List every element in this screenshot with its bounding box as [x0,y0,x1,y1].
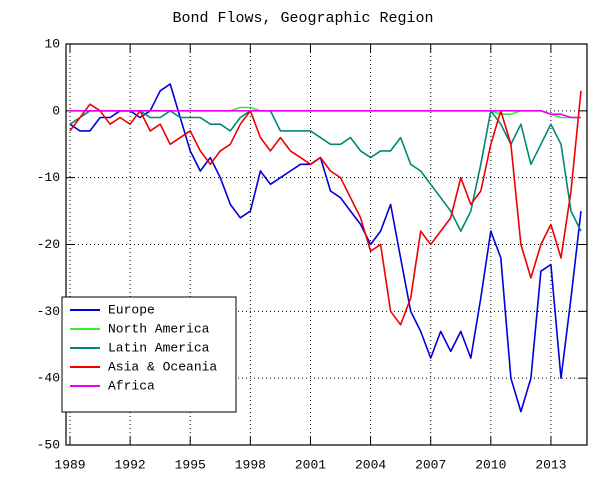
chart-title: Bond Flows, Geographic Region [172,10,433,27]
y-tick-label: 10 [44,36,60,51]
legend-label: Africa [108,378,155,393]
x-tick-label: 2007 [415,457,446,472]
legend-label: Asia & Oceania [108,359,217,374]
x-tick-label: 2004 [355,457,386,472]
y-tick-label: -20 [37,237,60,252]
legend-label: Europe [108,302,155,317]
data-line [69,110,582,232]
x-tick-label: 2001 [295,457,326,472]
data-line [69,83,582,413]
y-tick-label: -50 [37,437,60,452]
x-tick-label: 1995 [175,457,206,472]
y-tick-label: 0 [52,103,60,118]
legend-label: Latin America [108,340,210,355]
data-line [69,90,582,326]
x-tick-label: 2010 [475,457,506,472]
x-tick-label: 1992 [115,457,146,472]
x-tick-label: 1989 [54,457,85,472]
y-tick-label: -30 [37,304,60,319]
legend-box [61,296,237,413]
plot-frame [65,43,588,446]
legend-label: North America [108,321,210,336]
y-tick-label: -10 [37,170,60,185]
data-line [70,110,581,119]
x-tick-label: 2013 [535,457,566,472]
x-tick-label: 1998 [235,457,266,472]
y-tick-label: -40 [37,371,60,386]
